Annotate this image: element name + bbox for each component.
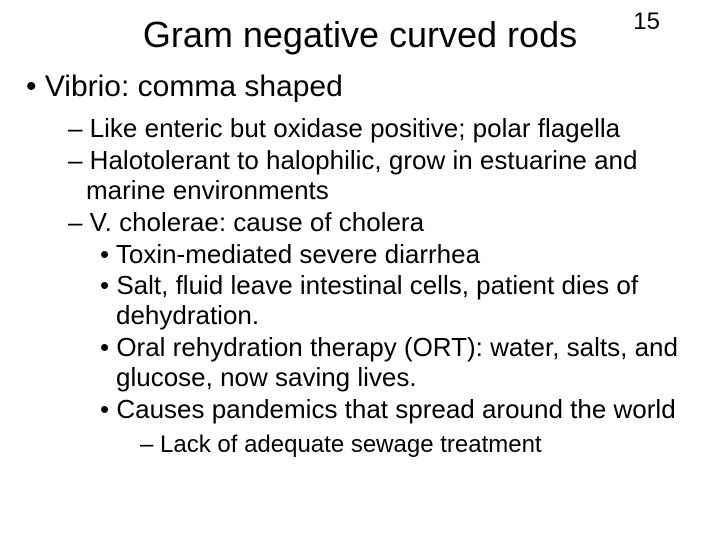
bullet-level3: • Oral rehydration therapy (ORT): water,…: [100, 333, 700, 393]
bullet-level3: • Salt, fluid leave intestinal cells, pa…: [100, 271, 700, 331]
bullet-level2: – V. cholerae: cause of cholera: [68, 208, 700, 238]
bullet-level2: – Like enteric but oxidase positive; pol…: [68, 114, 700, 144]
bullet-level1: • Vibrio: comma shaped: [26, 70, 700, 104]
page-number: 15: [633, 8, 660, 36]
slide-title: Gram negative curved rods: [20, 14, 700, 56]
bullet-level2: – Halotolerant to halophilic, grow in es…: [68, 146, 700, 206]
bullet-level3: • Causes pandemics that spread around th…: [100, 395, 700, 425]
bullet-level3: • Toxin-mediated severe diarrhea: [100, 240, 700, 270]
bullet-level4: – Lack of adequate sewage treatment: [140, 431, 700, 459]
